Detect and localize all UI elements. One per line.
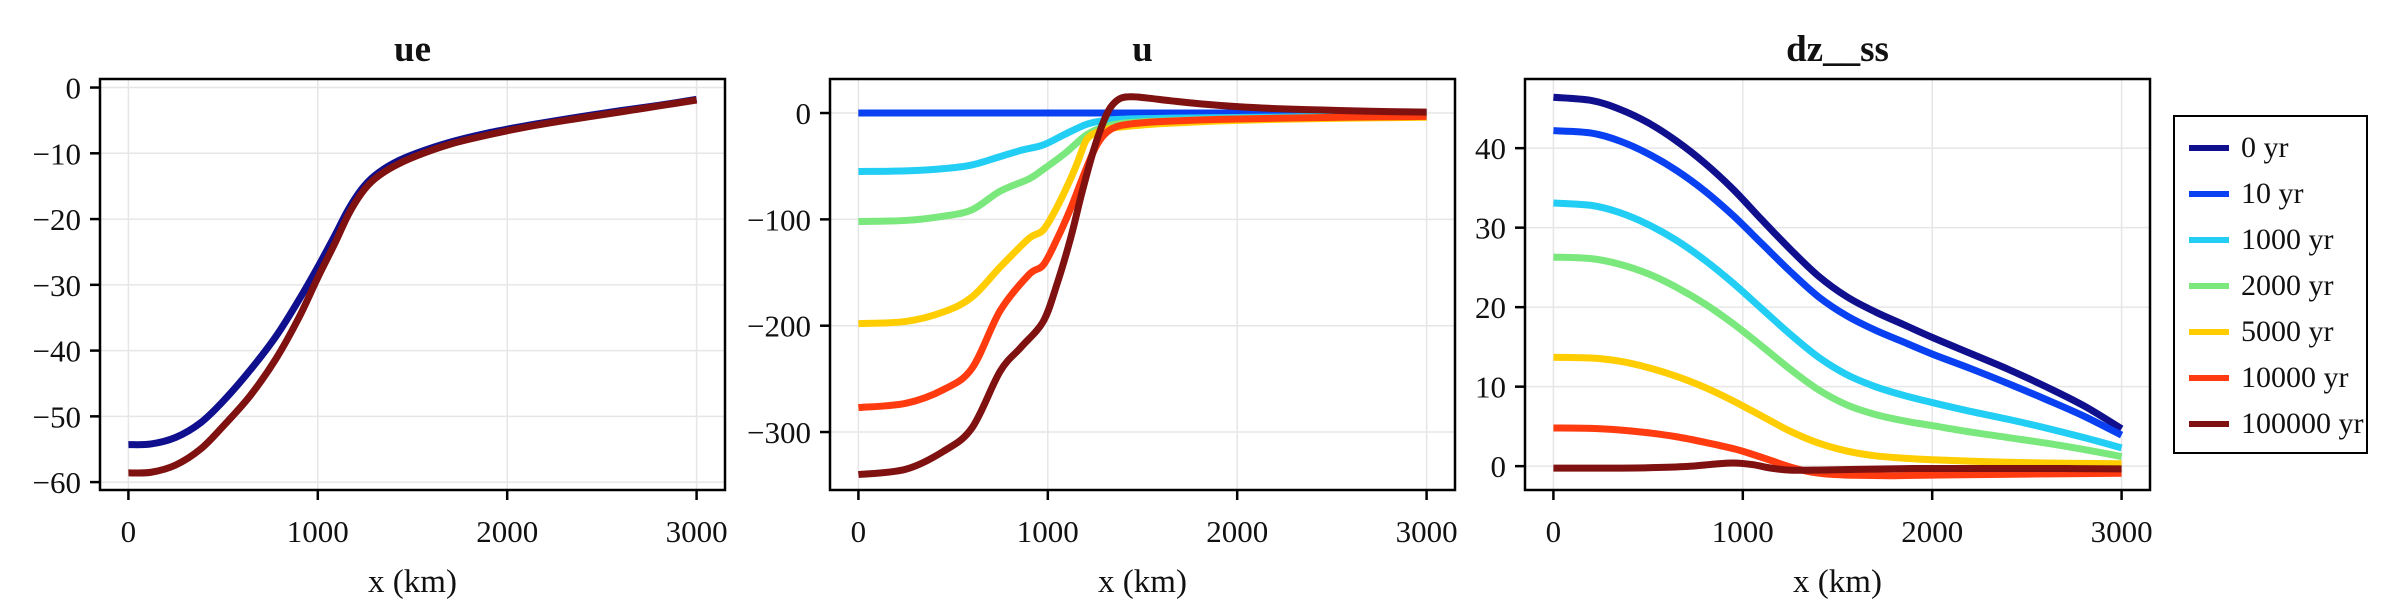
legend-entry-0-yr: 0 yr: [2189, 125, 2366, 171]
legend-swatch-100000-yr: [2189, 421, 2229, 427]
series-line-100000-yr: [1553, 459, 2122, 474]
series-line-10-yr: [1553, 127, 2124, 439]
y-tick-label: −200: [747, 309, 811, 344]
legend-swatch-5000-yr: [2189, 329, 2229, 335]
series-line-2000-yr: [1553, 253, 2123, 461]
y-tick-label: −100: [747, 202, 811, 237]
series-line-1000-yr: [1553, 199, 2123, 452]
plot-background: [830, 79, 1455, 490]
x-tick-label: 2000: [476, 514, 538, 549]
panel-u: 0 1000 2000 3000 0 −100 −200 −300: [747, 77, 1458, 549]
legend-entry-100000-yr: 100000 yr: [2189, 401, 2366, 447]
plot-spines: [828, 77, 1457, 492]
legend-label: 2000 yr: [2241, 269, 2334, 302]
x-tick-label: 0: [1546, 514, 1562, 549]
y-tick-label: 0: [66, 71, 82, 106]
x-tick-label: 0: [121, 514, 137, 549]
y-tick-label: 0: [796, 96, 812, 131]
series-line-100000-yr: [128, 96, 698, 477]
y-tick-label: −40: [33, 334, 81, 369]
legend-label: 1000 yr: [2241, 223, 2334, 256]
legend-label: 10 yr: [2241, 177, 2304, 210]
legend-swatch-10000-yr: [2189, 375, 2229, 381]
y-tick-label: 30: [1475, 211, 1506, 246]
y-tick-label: 0: [1491, 449, 1507, 484]
panel-dz-ss: 0 1000 2000 3000 0 10 20 30 40: [1475, 77, 2153, 549]
y-tick-label: −60: [33, 465, 81, 500]
panel-ue: 0 1000 2000 3000 0 −10 −20 −30 −40 −50 −60: [33, 71, 728, 549]
x-axis-label-dz-ss: x (km): [1793, 564, 1882, 600]
x-tick-label: 2000: [1206, 514, 1268, 549]
x-axis-label-ue: x (km): [368, 564, 457, 600]
x-tick-label: 1000: [1017, 514, 1079, 549]
y-tick-label: −50: [33, 399, 81, 434]
panel-title-dz-ss: dz__ss: [1786, 29, 1889, 70]
legend-entry-10-yr: 10 yr: [2189, 171, 2366, 217]
legend-entry-10000-yr: 10000 yr: [2189, 355, 2366, 401]
legend-label: 100000 yr: [2241, 407, 2364, 440]
legend-box: 0 yr 10 yr 1000 yr 2000 yr 5000 yr 10000 yr 10…: [2173, 115, 2368, 454]
legend-swatch-10-yr: [2189, 191, 2229, 197]
panel-title-u: u: [1132, 29, 1153, 70]
x-tick-label: 2000: [1901, 514, 1963, 549]
x-tick-label: 0: [851, 514, 867, 549]
plot-spines: [1523, 77, 2152, 492]
legend-swatch-0-yr: [2189, 145, 2229, 151]
x-tick-label: 3000: [666, 514, 728, 549]
y-tick-label: 10: [1475, 370, 1506, 405]
x-axis-label-u: x (km): [1098, 564, 1187, 600]
legend-label: 5000 yr: [2241, 315, 2334, 348]
series-line-5000-yr: [1553, 353, 2122, 468]
y-tick-label: −10: [33, 136, 81, 171]
series-line-100000-yr: [858, 93, 1427, 479]
x-tick-label: 1000: [1712, 514, 1774, 549]
x-tick-label: 3000: [1396, 514, 1458, 549]
x-tick-label: 3000: [2091, 514, 2153, 549]
panel-title-ue: ue: [394, 29, 431, 70]
y-tick-label: 20: [1475, 290, 1506, 325]
y-tick-label: 40: [1475, 131, 1506, 166]
legend-swatch-1000-yr: [2189, 237, 2229, 243]
legend-swatch-2000-yr: [2189, 283, 2229, 289]
legend-entry-5000-yr: 5000 yr: [2189, 309, 2366, 355]
x-tick-label: 1000: [287, 514, 349, 549]
y-tick-label: −30: [33, 268, 81, 303]
y-tick-label: −300: [747, 415, 811, 450]
series-line-0-yr: [1553, 93, 2124, 432]
y-tick-label: −20: [33, 202, 81, 237]
legend-label: 10000 yr: [2241, 361, 2349, 394]
legend-entry-1000-yr: 1000 yr: [2189, 217, 2366, 263]
series-line-10000-yr: [1553, 424, 2122, 480]
legend-entry-2000-yr: 2000 yr: [2189, 263, 2366, 309]
legend-label: 0 yr: [2241, 131, 2289, 164]
